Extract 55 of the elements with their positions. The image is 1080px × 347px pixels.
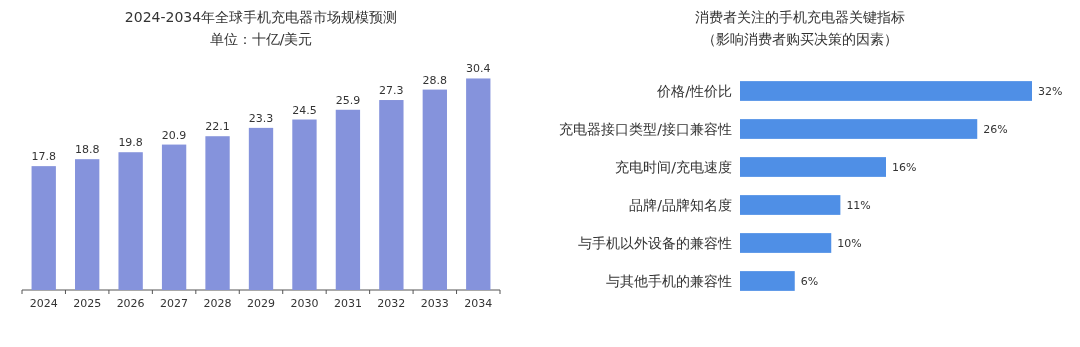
data-label: 6% <box>800 275 819 288</box>
x-tick-label: 2034 <box>464 297 493 310</box>
bar <box>335 109 361 290</box>
data-label: 17.8 <box>31 150 56 164</box>
data-label: 25.9 <box>335 93 361 107</box>
data-label: 23.3 <box>248 111 274 125</box>
chart-subtitle: （影响消费者购买决策的因素） <box>702 31 898 47</box>
y-tick-label: 充电器接口类型/接口兼容性 <box>559 121 732 137</box>
bar <box>740 271 795 291</box>
data-label: 27.3 <box>379 84 404 98</box>
data-label: 28.8 <box>422 73 448 87</box>
bar <box>248 127 274 290</box>
x-tick-label: 2027 <box>160 297 189 310</box>
x-tick-label: 2029 <box>247 297 275 310</box>
bar <box>379 100 404 290</box>
y-tick-label: 与其他手机的兼容性 <box>606 273 732 289</box>
bar <box>740 81 1032 101</box>
y-tick-label: 品牌/品牌知名度 <box>629 197 732 213</box>
data-label: 22.1 <box>205 120 230 134</box>
bar <box>205 136 230 290</box>
chart-subtitle: 单位：十亿/美元 <box>209 31 313 47</box>
bar <box>118 152 143 290</box>
data-label: 11% <box>846 199 871 212</box>
bar <box>292 119 317 290</box>
x-tick-label: 2024 <box>29 297 58 310</box>
x-tick-label: 2033 <box>420 297 449 310</box>
x-tick-label: 2028 <box>203 297 232 310</box>
bar <box>740 157 886 177</box>
bar <box>422 89 447 290</box>
x-tick-label: 2026 <box>116 297 145 310</box>
data-label: 20.9 <box>161 128 187 142</box>
y-tick-label: 价格/性价比 <box>656 83 732 99</box>
data-label: 18.8 <box>74 143 100 157</box>
bar <box>75 159 100 290</box>
x-tick-label: 2032 <box>377 297 406 310</box>
bar <box>161 144 187 290</box>
bar <box>740 119 978 139</box>
chart-title: 2024-2034年全球手机充电器市场规模预测 <box>124 9 398 25</box>
x-tick-label: 2025 <box>73 297 102 310</box>
y-tick-label: 充电时间/充电速度 <box>615 159 732 175</box>
x-tick-label: 2031 <box>333 297 362 310</box>
data-label: 30.4 <box>466 62 491 76</box>
bar <box>31 166 56 290</box>
data-label: 32% <box>1038 85 1063 98</box>
x-tick-label: 2030 <box>290 297 319 310</box>
data-label: 19.8 <box>118 136 143 150</box>
bar <box>740 233 832 253</box>
data-label: 10% <box>837 237 862 250</box>
bar <box>740 195 841 215</box>
data-label: 16% <box>892 161 917 174</box>
y-tick-label: 与手机以外设备的兼容性 <box>578 235 732 251</box>
chart-title: 消费者关注的手机充电器关键指标 <box>695 9 905 25</box>
data-label: 24.5 <box>292 103 317 117</box>
bar <box>466 78 491 290</box>
data-label: 26% <box>983 123 1008 136</box>
